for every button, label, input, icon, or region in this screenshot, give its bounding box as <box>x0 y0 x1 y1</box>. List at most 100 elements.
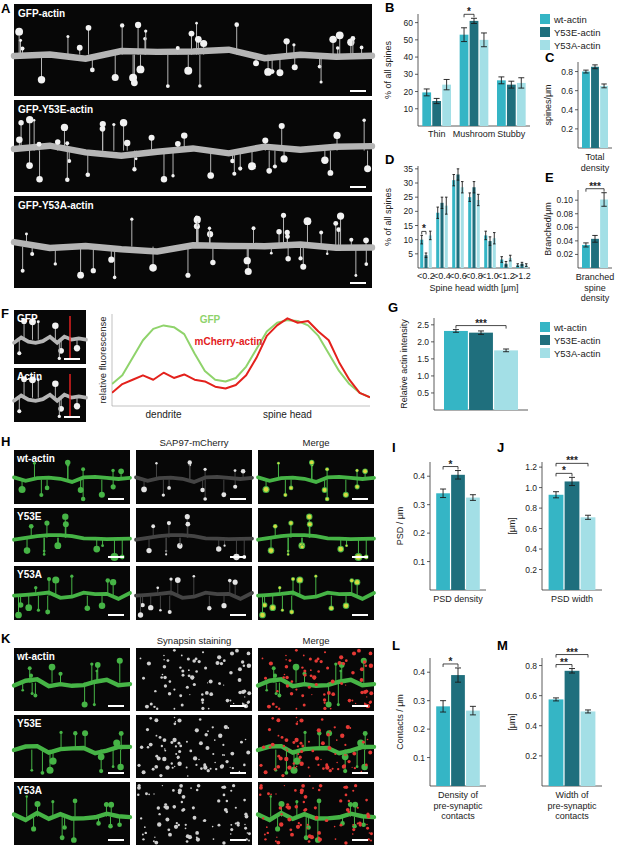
label: GFP-Y53E-actin <box>18 104 93 115</box>
spine-head <box>21 689 24 692</box>
label: Y53A-actin <box>554 40 600 51</box>
spine-neck <box>59 398 60 417</box>
synapsin-spot <box>329 682 330 683</box>
chart: J0.20.40.60.81.01.2PSD width[μm]**** <box>497 440 602 604</box>
label: wt-actin <box>553 322 587 333</box>
chart: L0.10.20.30.4Density ofpre-synapticconta… <box>392 638 486 821</box>
spine-head <box>326 252 329 255</box>
marks <box>436 668 480 786</box>
synapsin-spot <box>246 750 250 754</box>
spine-neck <box>38 596 39 610</box>
synapsin-spot <box>193 756 197 760</box>
spine-head <box>90 662 93 665</box>
spine-head <box>325 497 330 502</box>
synapsin-spot <box>325 820 327 822</box>
spine-neck <box>273 668 274 682</box>
synapsin-spot <box>304 674 307 677</box>
label: % of all spines <box>383 187 393 246</box>
spine-head <box>207 172 214 179</box>
spine-neck <box>303 247 304 267</box>
label-line: PSD density <box>433 594 483 604</box>
label: spines/μm <box>543 84 553 125</box>
error-bar <box>508 81 514 88</box>
synapsin-spot <box>248 840 250 842</box>
spine-head <box>132 167 136 171</box>
scale-bar <box>108 772 124 774</box>
spine-head <box>21 269 25 273</box>
synapsin-spot <box>298 822 300 824</box>
spine-neck <box>166 538 167 555</box>
y-tick <box>415 91 418 92</box>
label: A <box>1 1 11 16</box>
synapsin-spot <box>174 723 177 726</box>
synapsin-spot <box>297 753 299 755</box>
synapsin-spot <box>259 794 261 796</box>
spine-head <box>275 692 278 695</box>
label: ** <box>560 657 568 668</box>
synapsin-spot <box>157 806 160 809</box>
synapsin-spot <box>344 841 347 844</box>
micrograph-bg <box>14 368 86 422</box>
error-bar <box>516 264 519 267</box>
spine-neck <box>352 38 353 54</box>
synapsin-spot <box>229 700 231 702</box>
spine-head <box>117 764 123 770</box>
spine-head <box>81 467 85 471</box>
label: Mushroom <box>453 129 496 139</box>
spine-neck <box>296 802 297 817</box>
spine-neck <box>335 223 336 246</box>
spine-head <box>263 486 270 493</box>
spine-neck <box>169 596 170 612</box>
synapsin-spot <box>318 837 322 841</box>
synapsin-spot <box>364 702 366 704</box>
synapsin-spot <box>203 820 205 822</box>
chart: I0.10.20.30.4PSD densityPSD / μm* <box>392 440 486 604</box>
spine-head <box>96 821 101 826</box>
synapsin-spot <box>369 701 372 704</box>
scale-bar <box>350 186 366 188</box>
y-axis <box>430 462 431 590</box>
synapsin-spot <box>205 691 209 695</box>
spine-neck <box>338 230 339 247</box>
spine-neck <box>189 462 190 479</box>
synapsin-spot <box>321 741 325 745</box>
synapsin-spot <box>159 774 162 777</box>
synapsin-spot <box>276 765 280 769</box>
synapsin-spot <box>177 756 180 759</box>
label: 0.4 <box>561 105 573 115</box>
synapsin-spot <box>281 736 284 739</box>
synapsin-spot <box>245 739 247 741</box>
spine-neck <box>281 126 282 151</box>
synapsin-spot <box>227 727 229 729</box>
y-axis <box>542 658 543 786</box>
synapsin-spot <box>190 787 192 789</box>
spine-neck <box>338 683 339 705</box>
synapsin-spot <box>230 824 232 826</box>
spine-neck <box>321 233 322 247</box>
spine-neck <box>187 247 188 276</box>
spine-head <box>52 381 58 387</box>
synapsin-spot <box>351 671 355 675</box>
synapsin-spot <box>146 728 149 731</box>
synapsin-spot <box>264 772 266 774</box>
label: 35 <box>404 164 414 174</box>
psd-spot <box>356 469 358 471</box>
spine-head <box>117 822 122 827</box>
micrograph <box>136 782 252 845</box>
spine-head <box>120 119 127 126</box>
synapsin-spot <box>317 831 321 835</box>
y-tick <box>415 197 418 198</box>
spine-head <box>16 136 22 142</box>
label: 0.06 <box>556 222 573 232</box>
legend-swatch <box>540 27 550 37</box>
psd-spot <box>274 525 277 528</box>
spine-head <box>361 764 367 770</box>
spine-neck <box>340 216 341 247</box>
synapsin-spot <box>165 817 169 821</box>
micrograph <box>14 310 86 364</box>
error-bar <box>601 84 606 88</box>
spine-head <box>178 545 182 549</box>
synapsin-spot <box>338 661 342 665</box>
synapsin-spot <box>303 669 306 672</box>
spine-head <box>113 740 120 747</box>
